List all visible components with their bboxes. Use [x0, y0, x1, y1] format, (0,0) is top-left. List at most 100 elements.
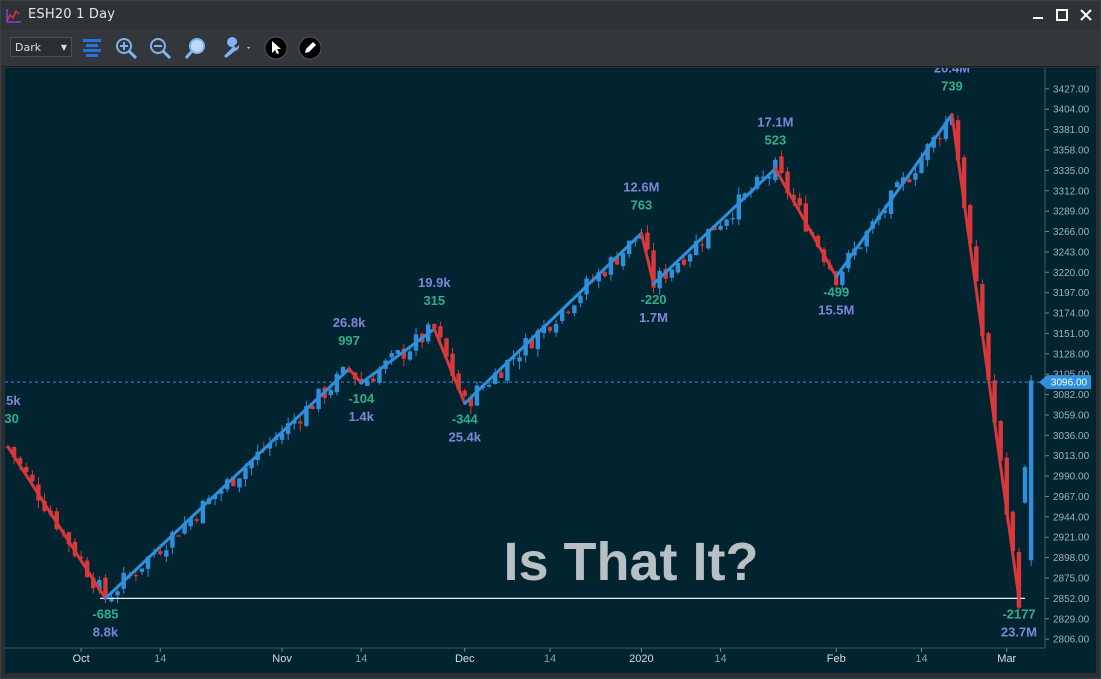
candle	[779, 156, 784, 174]
candle	[212, 495, 218, 500]
x-tick-label: Mar	[997, 653, 1016, 665]
candle	[499, 372, 504, 378]
price-chart[interactable]: 3427.00 3404.00 3381.00 3358.00 3335.00 3312.…	[0, 61, 1096, 673]
candle	[279, 433, 285, 440]
maximize-icon[interactable]	[1054, 7, 1070, 23]
candle	[103, 577, 108, 600]
zoom-fit-icon[interactable]	[184, 36, 208, 60]
y-tick-label: 3243.00	[1053, 247, 1090, 258]
y-tick-label: 3266.00	[1053, 227, 1090, 238]
candle	[66, 532, 72, 545]
candle	[675, 263, 681, 273]
wrench-icon[interactable]	[220, 36, 254, 60]
candlestick-chart[interactable]: 3427.00 3404.00 3381.00 3358.00 3335.00 3312.…	[0, 61, 1096, 673]
swing-label: 26.8k 997	[333, 315, 366, 348]
swing-label: -685 8.8k	[92, 606, 118, 639]
cursor-icon[interactable]	[264, 36, 288, 60]
candle	[986, 333, 991, 380]
annotation-text: Is That It?	[504, 532, 759, 592]
zigzag-segment	[834, 113, 954, 279]
swing-change: -104	[348, 391, 375, 406]
close-icon[interactable]	[1078, 7, 1094, 23]
candle	[1016, 552, 1022, 608]
candle	[955, 120, 961, 161]
candle	[626, 240, 632, 255]
candle	[651, 250, 656, 288]
y-tick-label: 3174.00	[1053, 309, 1090, 320]
swing-volume: 1.4k	[349, 409, 375, 424]
candle	[218, 490, 224, 494]
chart-app-icon	[6, 9, 21, 23]
y-tick-label: 3335.00	[1053, 166, 1090, 177]
zoom-out-icon[interactable]	[148, 36, 172, 60]
candle	[553, 324, 559, 333]
candle	[980, 284, 985, 337]
candle	[767, 176, 772, 179]
candle	[614, 257, 620, 265]
candle	[340, 366, 346, 374]
candle	[864, 231, 869, 247]
candle	[797, 198, 802, 206]
candle	[91, 577, 96, 589]
candle	[730, 218, 735, 220]
candle	[1028, 380, 1034, 561]
candle	[486, 384, 492, 387]
swing-volume: 1.7M	[639, 310, 668, 325]
y-tick-label: 3128.00	[1053, 349, 1090, 360]
x-tick-label: 14	[355, 653, 367, 665]
y-tick-label: 2829.00	[1053, 614, 1090, 625]
candle	[328, 389, 333, 396]
candle	[894, 182, 900, 188]
candle	[687, 254, 693, 262]
theme-select[interactable]: Dark ▼	[10, 37, 72, 57]
minimize-icon[interactable]	[1030, 7, 1046, 23]
candle	[285, 423, 291, 434]
candle	[736, 194, 741, 220]
y-tick-label: 3358.00	[1053, 146, 1090, 157]
y-tick-label: 3289.00	[1053, 207, 1090, 218]
candle	[700, 244, 705, 246]
candle	[602, 272, 608, 277]
y-tick-label: 2898.00	[1053, 553, 1090, 564]
candle	[194, 519, 199, 521]
candle	[17, 458, 23, 465]
candle	[681, 259, 687, 265]
pencil-icon[interactable]	[298, 36, 322, 60]
candle	[559, 309, 565, 321]
candle	[693, 240, 699, 256]
y-tick-label: 2921.00	[1053, 533, 1090, 544]
candle	[834, 271, 839, 286]
x-tick-label: 14	[714, 653, 726, 665]
candle	[992, 380, 997, 423]
candle	[529, 339, 534, 349]
swing-label: -344 25.4k	[448, 411, 481, 444]
candle	[139, 568, 145, 573]
candle	[1022, 467, 1028, 503]
candle	[462, 390, 467, 396]
candle	[913, 173, 918, 180]
swing-volume: 15.5M	[818, 303, 854, 318]
candle	[474, 385, 480, 406]
y-tick-label: 3197.00	[1053, 288, 1090, 299]
swing-change: 830	[5, 411, 19, 426]
zigzag-segment	[773, 167, 838, 279]
candle	[968, 205, 973, 244]
align-icon[interactable]	[80, 36, 104, 60]
candle	[566, 311, 571, 313]
swing-volume: 20.4M	[934, 68, 970, 76]
candle	[115, 591, 120, 596]
swing-label: -220 1.7M	[639, 292, 668, 325]
zoom-in-icon[interactable]	[114, 36, 138, 60]
candle	[468, 396, 474, 407]
candle	[645, 232, 650, 250]
candle	[450, 353, 455, 377]
swing-change: 997	[338, 333, 360, 348]
x-tick-label: Nov	[272, 653, 292, 665]
candle	[535, 330, 541, 350]
candle	[188, 518, 193, 527]
candle	[11, 446, 17, 458]
swing-change: -499	[823, 285, 849, 300]
y-tick-label: 2875.00	[1053, 573, 1090, 584]
swing-change: -220	[641, 292, 667, 307]
swing-change: 739	[941, 79, 963, 94]
